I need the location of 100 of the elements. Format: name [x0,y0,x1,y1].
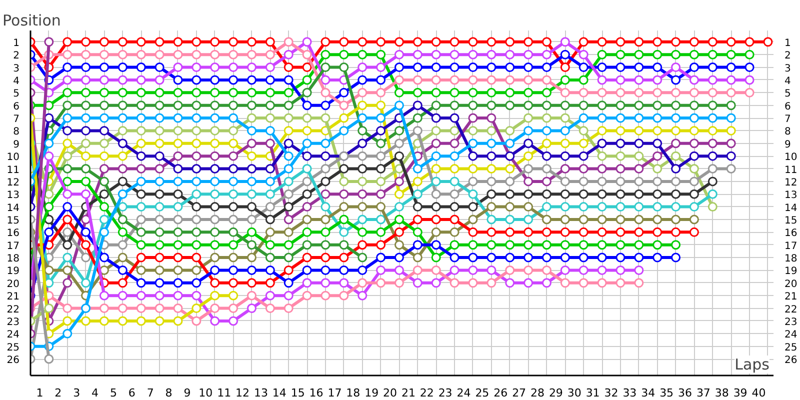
point [302,164,312,174]
point [486,164,496,174]
point [339,265,349,275]
point [173,164,183,174]
point [376,62,386,72]
point [44,138,54,148]
point [505,176,515,186]
point [524,50,534,60]
y2-tick-label: 2 [784,50,791,62]
point [136,62,146,72]
y2-tick-label: 6 [784,101,791,112]
point [81,62,91,72]
point [81,316,91,326]
y2-tick-label: 7 [784,114,791,126]
point [62,227,72,237]
y-tick-label: 20 [6,278,20,290]
point [284,265,294,275]
point [376,126,386,136]
point [302,50,312,60]
point [246,240,256,250]
point [302,176,312,186]
y2-tick-label: 8 [784,126,791,138]
point [616,278,626,288]
point [265,202,275,212]
y-tick-label: 15 [6,215,20,226]
x-tick-label: 26 [494,386,508,400]
point [412,176,422,186]
point [616,240,626,250]
point [671,62,681,72]
point [524,227,534,237]
point [652,240,662,250]
point [358,37,368,47]
point [578,176,588,186]
point [173,278,183,288]
point [597,75,607,85]
point [339,214,349,224]
point [412,113,422,123]
point [210,227,220,237]
y-axis-title: Position [2,12,61,30]
point [284,151,294,161]
point [81,176,91,186]
point [616,100,626,110]
point [689,113,699,123]
point [284,50,294,60]
y2-tick-label: 14 [784,202,798,214]
point [339,37,349,47]
point [339,290,349,300]
point [505,37,515,47]
point [154,252,164,262]
y2-tick-label: 13 [784,190,798,202]
point [652,62,662,72]
point [320,278,330,288]
point [671,214,681,224]
point [358,164,368,174]
point [560,62,570,72]
point [99,252,109,262]
point [81,88,91,98]
point [284,304,294,314]
point [81,227,91,237]
point [431,189,441,199]
point [320,50,330,60]
point [505,265,515,275]
point [524,176,534,186]
y2-tick-label: 25 [784,342,798,354]
point [616,126,626,136]
x-tick-label: 28 [530,386,545,400]
point [652,113,662,123]
point [394,240,404,250]
point [468,176,478,186]
point [265,37,275,47]
point [44,202,54,212]
point [689,176,699,186]
point [486,113,496,123]
x-tick-label: 32 [604,386,618,400]
point [578,126,588,136]
point [81,138,91,148]
point [246,214,256,224]
point [228,278,238,288]
point [468,252,478,262]
point [192,290,202,300]
point [652,50,662,60]
point [358,100,368,110]
point [431,164,441,174]
point [284,240,294,250]
point [173,126,183,136]
point [154,278,164,288]
point [524,100,534,110]
x-tick-label: 25 [475,386,490,400]
point [246,138,256,148]
point [394,126,404,136]
point [265,227,275,237]
point [173,176,183,186]
point [62,62,72,72]
point [376,113,386,123]
point [394,138,404,148]
point [524,113,534,123]
point [376,202,386,212]
point [652,176,662,186]
point [671,164,681,174]
point [320,290,330,300]
